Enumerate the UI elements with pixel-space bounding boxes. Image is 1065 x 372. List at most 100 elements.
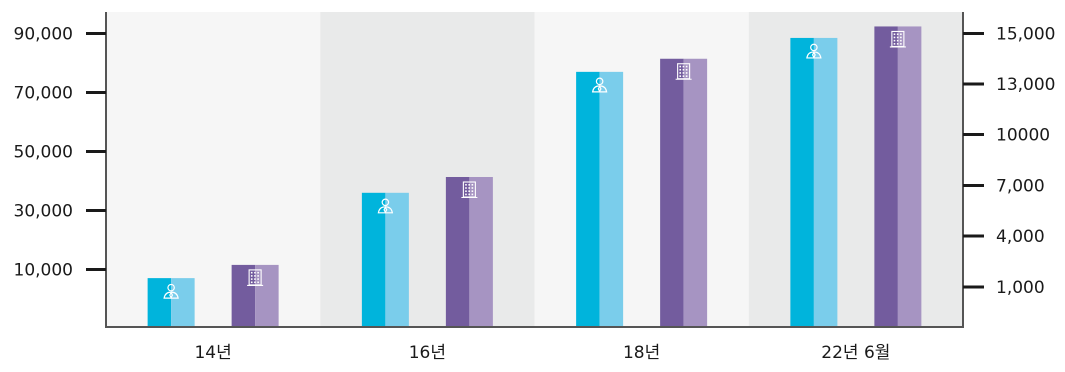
bar-left-half [147, 278, 172, 327]
bar-left-half [790, 37, 814, 328]
bar-person [147, 278, 195, 327]
building-icon-window [250, 278, 253, 280]
building-icon-window [893, 43, 896, 45]
building-icon-window [900, 36, 902, 39]
building-icon-window [468, 187, 470, 189]
building-icon-window [900, 43, 902, 45]
person-icon-head [381, 198, 390, 207]
labels-layer: 14년 16년 18년 22년 6월 10,000 30,000 50,000 70,000 9… [14, 25, 1056, 364]
building-icon [889, 30, 906, 48]
building-icon-window [471, 190, 474, 192]
building-icon-window [896, 43, 899, 45]
building-icon-window [893, 33, 896, 36]
category-band [534, 12, 749, 327]
person-icon-tie [811, 51, 816, 59]
building-icon-window [257, 275, 259, 277]
bar-building [874, 26, 922, 327]
category-band [106, 12, 321, 327]
building-icon-window [682, 68, 685, 71]
x-tick-label: 14년 [194, 343, 231, 363]
building-icon-window [682, 75, 685, 77]
y-right-tick-label: 15,000 [996, 25, 1055, 45]
building-icon-window [679, 65, 682, 68]
axes-layer [86, 12, 984, 328]
building-icon-window [254, 281, 256, 284]
person-icon-head [167, 283, 175, 292]
building-icon-window [679, 72, 682, 74]
y-left-tick-label: 90,000 [14, 25, 73, 45]
building-icon [675, 63, 692, 80]
bar-right-half [599, 71, 624, 327]
person-icon-head [595, 77, 604, 86]
bar-building [231, 264, 279, 327]
bar-right-half [385, 192, 409, 327]
building-icon-window [250, 271, 253, 274]
building-icon-window [465, 187, 467, 189]
bar-left-half [445, 177, 470, 327]
person-icon-tie [597, 85, 602, 93]
person-icon [377, 198, 394, 214]
y-right-tick-label: 4,000 [996, 227, 1045, 247]
building-icon-window [679, 75, 682, 77]
person-icon [163, 283, 179, 299]
building-icon-window [471, 193, 474, 196]
building-icon-window [250, 275, 253, 277]
bar-right-half [897, 26, 922, 327]
bars-layer [147, 26, 922, 328]
y-right-tick-label: 13,000 [996, 75, 1055, 95]
building-icon-window [465, 193, 467, 196]
building-icon-window [254, 271, 256, 274]
building-icon-window [471, 184, 474, 186]
bar-left-half [361, 192, 386, 327]
y-right-tick-label: 1,000 [996, 278, 1045, 298]
x-tick-label: 16년 [409, 343, 446, 363]
building-icon-window [900, 39, 902, 42]
bar-left-half [660, 58, 684, 327]
building-icon-window [254, 278, 256, 280]
building-icon-window [257, 281, 259, 284]
building-icon-window [685, 68, 688, 71]
category-band [748, 12, 963, 327]
building-icon-window [893, 36, 896, 39]
building-icon-window [257, 271, 259, 274]
x-tick-label: 22년 6월 [821, 343, 890, 363]
bar-right-half [813, 37, 838, 328]
bar-left-half [576, 71, 600, 327]
category-band [320, 12, 535, 327]
y-left-tick-label: 50,000 [14, 143, 73, 163]
building-icon-window [468, 190, 470, 192]
building-icon-window [254, 275, 256, 277]
category-bands [106, 12, 963, 327]
building-icon-window [250, 281, 253, 284]
building-icon-window [896, 39, 899, 42]
building-icon-window [465, 190, 467, 192]
building-icon-window [900, 33, 902, 36]
building-icon-window [471, 187, 474, 189]
building-icon-window [468, 184, 470, 186]
person-icon-tie [169, 291, 174, 299]
y-left-tick-label: 30,000 [14, 202, 73, 222]
y-right-tick-label: 7,000 [996, 177, 1045, 197]
building-icon-window [468, 193, 470, 196]
building-icon-window [685, 65, 688, 68]
building-icon-window [685, 72, 688, 74]
building-icon-window [682, 65, 685, 68]
y-right-tick-label: 10000 [996, 126, 1050, 146]
bar-left-half [231, 264, 256, 327]
bar-right-half [683, 58, 708, 327]
person-icon-tie [383, 205, 388, 214]
y-left-tick-label: 70,000 [14, 84, 73, 104]
building-icon [247, 269, 264, 286]
building-icon-window [685, 75, 688, 77]
x-tick-label: 18년 [623, 343, 660, 363]
person-icon [591, 77, 608, 93]
bar-person [576, 71, 624, 327]
y-left-tick-label: 10,000 [14, 261, 73, 281]
bar-right-half [469, 177, 493, 327]
building-icon-window [682, 72, 685, 74]
bar-person [790, 37, 838, 328]
building-icon-window [679, 68, 682, 71]
building-icon-window [896, 33, 899, 36]
